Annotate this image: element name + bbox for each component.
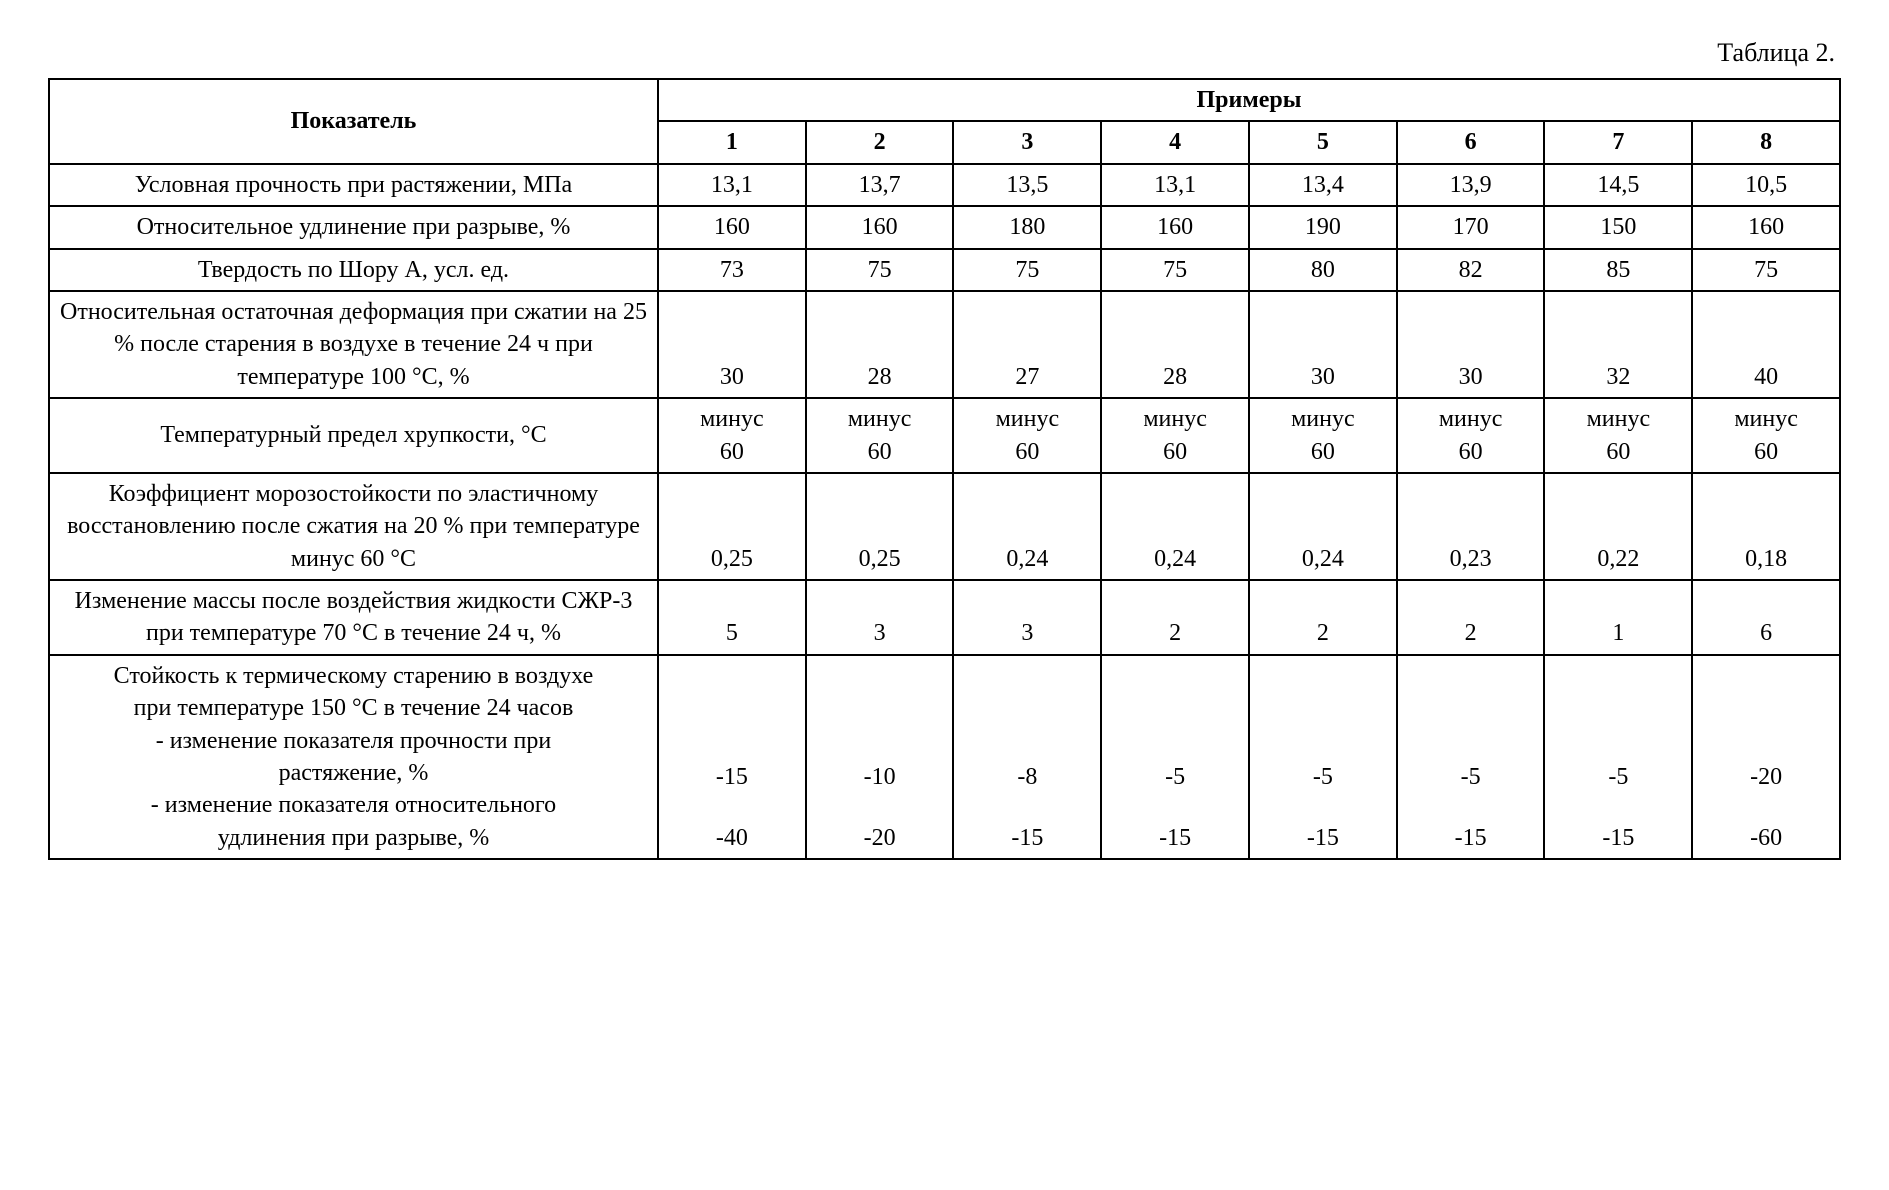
cell: 190	[1249, 206, 1397, 248]
cell: 0,25	[806, 473, 954, 580]
cell: 0,23	[1397, 473, 1545, 580]
cell: 150	[1544, 206, 1692, 248]
cell: 160	[806, 206, 954, 248]
cell: 0,18	[1692, 473, 1840, 580]
cell: 6	[1692, 580, 1840, 655]
row-label: Изменение массы после воздействия жидкос…	[49, 580, 658, 655]
cell: 30	[658, 291, 806, 398]
row-label: Относительное удлинение при разрыве, %	[49, 206, 658, 248]
cell: -5 -15	[1249, 655, 1397, 859]
header-indicator: Показатель	[49, 79, 658, 164]
cell: 13,5	[953, 164, 1101, 206]
cell: минус60	[1544, 398, 1692, 473]
col-8: 8	[1692, 121, 1840, 163]
cell: 10,5	[1692, 164, 1840, 206]
cell: -15 -40	[658, 655, 806, 859]
cell: 80	[1249, 249, 1397, 291]
cell: 13,7	[806, 164, 954, 206]
table-row: Относительная остаточная деформация при …	[49, 291, 1840, 398]
row-label: Относительная остаточная деформация при …	[49, 291, 658, 398]
cell: 30	[1249, 291, 1397, 398]
table-row: Относительное удлинение при разрыве, %16…	[49, 206, 1840, 248]
cell: 13,9	[1397, 164, 1545, 206]
cell: 75	[953, 249, 1101, 291]
row-label: Твердость по Шору А, усл. ед.	[49, 249, 658, 291]
cell: 85	[1544, 249, 1692, 291]
col-1: 1	[658, 121, 806, 163]
cell: 3	[806, 580, 954, 655]
cell: 0,24	[1249, 473, 1397, 580]
cell: минус60	[1692, 398, 1840, 473]
row-label: Условная прочность при растяжении, МПа	[49, 164, 658, 206]
cell: 5	[658, 580, 806, 655]
cell: 160	[1101, 206, 1249, 248]
cell: минус60	[806, 398, 954, 473]
cell: 0,25	[658, 473, 806, 580]
cell: 14,5	[1544, 164, 1692, 206]
cell: 28	[1101, 291, 1249, 398]
cell: 1	[1544, 580, 1692, 655]
col-7: 7	[1544, 121, 1692, 163]
table-row: Изменение массы после воздействия жидкос…	[49, 580, 1840, 655]
cell: -5 -15	[1397, 655, 1545, 859]
cell: 13,1	[1101, 164, 1249, 206]
data-table: Показатель Примеры 1 2 3 4 5 6 7 8 Услов…	[48, 78, 1841, 860]
col-4: 4	[1101, 121, 1249, 163]
cell: -20 -60	[1692, 655, 1840, 859]
cell: 160	[1692, 206, 1840, 248]
cell: 75	[1101, 249, 1249, 291]
cell: 13,1	[658, 164, 806, 206]
row-label: Стойкость к термическому старению в возд…	[49, 655, 658, 859]
cell: 3	[953, 580, 1101, 655]
cell: 0,24	[1101, 473, 1249, 580]
row-label: Температурный предел хрупкости, °С	[49, 398, 658, 473]
cell: минус60	[658, 398, 806, 473]
cell: 27	[953, 291, 1101, 398]
table-row: Условная прочность при растяжении, МПа13…	[49, 164, 1840, 206]
cell: 75	[806, 249, 954, 291]
cell: минус60	[953, 398, 1101, 473]
cell: 2	[1397, 580, 1545, 655]
col-6: 6	[1397, 121, 1545, 163]
cell: -5 -15	[1101, 655, 1249, 859]
cell: 82	[1397, 249, 1545, 291]
cell: минус60	[1397, 398, 1545, 473]
cell: 28	[806, 291, 954, 398]
cell: -10 -20	[806, 655, 954, 859]
cell: 0,22	[1544, 473, 1692, 580]
cell: минус60	[1101, 398, 1249, 473]
cell: минус60	[1249, 398, 1397, 473]
cell: 73	[658, 249, 806, 291]
cell: 0,24	[953, 473, 1101, 580]
cell: 2	[1249, 580, 1397, 655]
table-row: Коэффициент морозостойкости по эластично…	[49, 473, 1840, 580]
cell: 170	[1397, 206, 1545, 248]
col-5: 5	[1249, 121, 1397, 163]
cell: 30	[1397, 291, 1545, 398]
cell: 75	[1692, 249, 1840, 291]
cell: 180	[953, 206, 1101, 248]
cell: 32	[1544, 291, 1692, 398]
col-2: 2	[806, 121, 954, 163]
table-row: Температурный предел хрупкости, °Сминус6…	[49, 398, 1840, 473]
table-row: Стойкость к термическому старению в возд…	[49, 655, 1840, 859]
col-3: 3	[953, 121, 1101, 163]
header-examples: Примеры	[658, 79, 1840, 121]
cell: 13,4	[1249, 164, 1397, 206]
table-caption: Таблица 2.	[48, 38, 1841, 68]
cell: 40	[1692, 291, 1840, 398]
cell: 2	[1101, 580, 1249, 655]
row-label: Коэффициент морозостойкости по эластично…	[49, 473, 658, 580]
cell: 160	[658, 206, 806, 248]
cell: -5 -15	[1544, 655, 1692, 859]
cell: -8 -15	[953, 655, 1101, 859]
table-row: Твердость по Шору А, усл. ед.73757575808…	[49, 249, 1840, 291]
